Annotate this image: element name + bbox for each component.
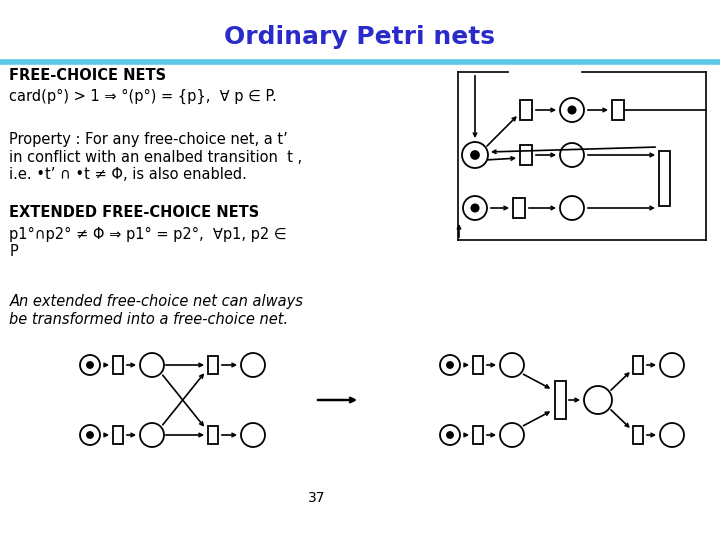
- Text: An extended free-choice net can always
be transformed into a free-choice net.: An extended free-choice net can always b…: [9, 294, 303, 327]
- Text: p1°∩p2° ≠ Φ ⇒ p1° = p2°,  ∀p1, p2 ∈
P: p1°∩p2° ≠ Φ ⇒ p1° = p2°, ∀p1, p2 ∈ P: [9, 227, 287, 259]
- Circle shape: [447, 362, 453, 368]
- Bar: [659, 151, 670, 206]
- Circle shape: [447, 432, 453, 438]
- Bar: [473, 426, 483, 444]
- Circle shape: [568, 106, 576, 114]
- Bar: [520, 100, 532, 120]
- Text: card(p°) > 1 ⇒ °(p°) = {p},  ∀ p ∈ P.: card(p°) > 1 ⇒ °(p°) = {p}, ∀ p ∈ P.: [9, 89, 277, 104]
- Circle shape: [87, 432, 93, 438]
- Text: Ordinary Petri nets: Ordinary Petri nets: [225, 25, 495, 49]
- Bar: [554, 381, 565, 419]
- Bar: [113, 356, 123, 374]
- Bar: [473, 356, 483, 374]
- Text: EXTENDED FREE-CHOICE NETS: EXTENDED FREE-CHOICE NETS: [9, 205, 260, 220]
- Bar: [520, 145, 532, 165]
- Circle shape: [471, 151, 480, 159]
- Bar: [633, 356, 643, 374]
- Text: 37: 37: [308, 491, 325, 505]
- Bar: [208, 426, 218, 444]
- Circle shape: [87, 362, 93, 368]
- Bar: [513, 198, 525, 218]
- Bar: [633, 426, 643, 444]
- Bar: [612, 100, 624, 120]
- Text: Property : For any free-choice net, a t’
in conflict with an enalbed transition : Property : For any free-choice net, a t’…: [9, 132, 302, 182]
- Bar: [208, 356, 218, 374]
- Circle shape: [471, 204, 479, 212]
- Bar: [113, 426, 123, 444]
- Text: FREE-CHOICE NETS: FREE-CHOICE NETS: [9, 68, 166, 83]
